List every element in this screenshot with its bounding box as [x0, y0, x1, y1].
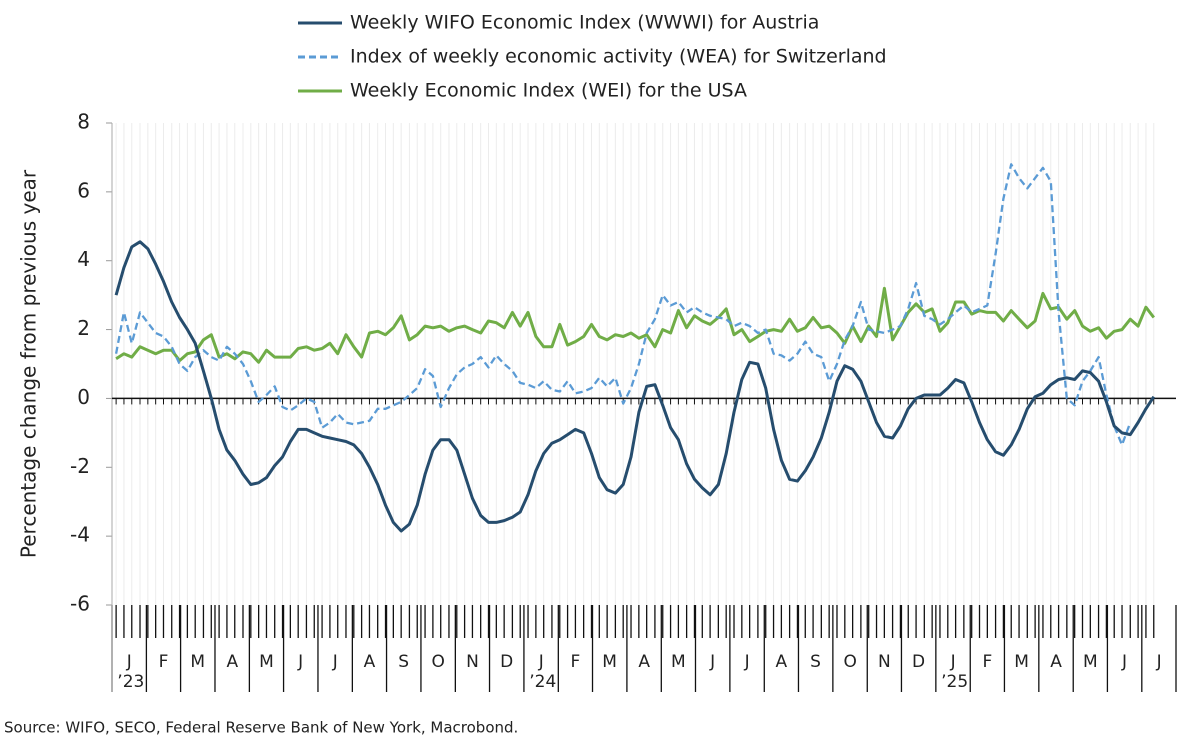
x-tick-label: A: [364, 652, 376, 672]
x-tick-label: A: [226, 652, 238, 672]
x-tick-label: J: [1121, 652, 1127, 672]
x-tick-label: O: [432, 652, 445, 672]
series-line: [114, 163, 1132, 447]
x-tick-label: M: [190, 652, 205, 672]
y-tick-label: 0: [77, 385, 90, 409]
x-tick-label: A: [776, 652, 788, 672]
y-tick-label: -2: [70, 454, 90, 478]
x-tick-label: J: [950, 652, 956, 672]
x-tick-label: M: [671, 652, 686, 672]
y-tick-label: 2: [77, 316, 90, 340]
x-tick-label: D: [500, 652, 513, 672]
x-tick-label: J: [538, 652, 544, 672]
x-tick-label: J: [744, 652, 750, 672]
y-tick-label: -4: [70, 523, 90, 547]
y-tick-label: 6: [77, 178, 90, 202]
y-tick-label: -6: [70, 592, 90, 616]
x-tick-label: M: [259, 652, 274, 672]
year-label: ’23: [117, 672, 144, 692]
year-label: ’24: [529, 672, 556, 692]
y-axis-label: Percentage change from previous year: [17, 169, 41, 558]
x-tick-label: J: [1156, 652, 1162, 672]
x-tick-label: N: [878, 652, 891, 672]
x-tick-label: M: [602, 652, 617, 672]
legend-label: Weekly Economic Index (WEI) for the USA: [350, 80, 747, 102]
x-tick-label: J: [126, 652, 132, 672]
x-tick-label: N: [466, 652, 479, 672]
source-note: Source: WIFO, SECO, Federal Reserve Bank…: [4, 719, 518, 737]
x-tick-label: M: [1083, 652, 1098, 672]
x-tick-label: F: [571, 652, 581, 672]
series-line: [115, 286, 1155, 364]
x-tick-label: J: [709, 652, 715, 672]
x-tick-label: F: [982, 652, 992, 672]
x-tick-label: J: [332, 652, 338, 672]
legend-label: Weekly WIFO Economic Index (WWWI) for Au…: [350, 12, 819, 34]
x-tick-label: O: [843, 652, 856, 672]
x-tick-label: S: [398, 652, 409, 672]
y-tick-label: 4: [77, 247, 90, 271]
x-tick-label: M: [1014, 652, 1029, 672]
y-tick-label: 8: [77, 110, 90, 134]
x-tick-label: D: [912, 652, 925, 672]
x-tick-label: J: [297, 652, 303, 672]
series-line: [114, 240, 1156, 533]
x-tick-label: S: [810, 652, 821, 672]
year-label: ’25: [941, 672, 968, 692]
x-tick-label: F: [159, 652, 169, 672]
legend-label: Index of weekly economic activity (WEA) …: [350, 46, 887, 68]
x-tick-label: A: [638, 652, 650, 672]
x-tick-label: A: [1050, 652, 1062, 672]
